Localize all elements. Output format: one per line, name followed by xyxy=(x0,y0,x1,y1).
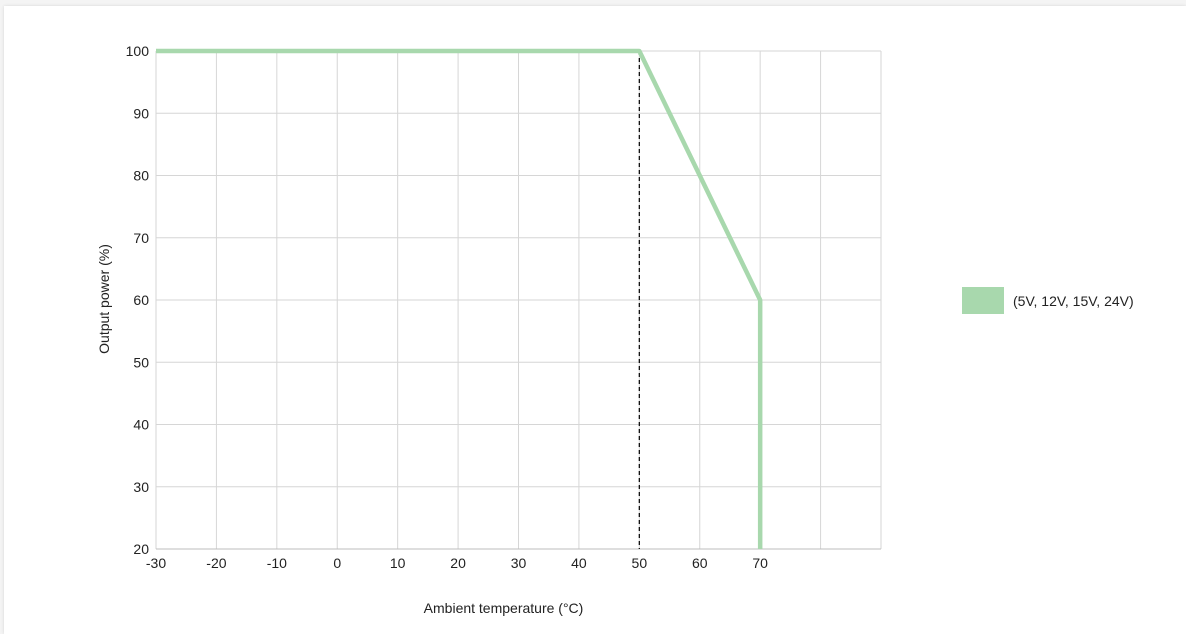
x-tick-label: -30 xyxy=(146,555,166,571)
y-axis-label: Output power (%) xyxy=(96,244,112,354)
x-tick-label: 50 xyxy=(632,555,648,571)
x-axis-label: Ambient temperature (°C) xyxy=(424,600,584,616)
x-tick-label: 30 xyxy=(511,555,527,571)
axis-labels: Ambient temperature (°C) Output power (%… xyxy=(96,244,583,616)
y-tick-label: 100 xyxy=(126,43,150,59)
series xyxy=(156,48,763,549)
grid xyxy=(155,50,882,550)
x-tick-label: -10 xyxy=(267,555,287,571)
x-tick-label: 70 xyxy=(752,555,768,571)
derating-chart: -30 -20 -10 0 10 20 30 40 50 60 70 20 30 40 50 60 70 80 90… xyxy=(96,43,1134,616)
x-tick-label: 40 xyxy=(571,555,587,571)
x-tick-label: -20 xyxy=(206,555,226,571)
series-line xyxy=(156,48,763,549)
legend-label: (5V, 12V, 15V, 24V) xyxy=(1013,293,1134,309)
y-tick-label: 70 xyxy=(133,230,149,246)
legend: (5V, 12V, 15V, 24V) xyxy=(962,287,1134,314)
x-tick-label: 20 xyxy=(450,555,466,571)
legend-swatch xyxy=(962,287,1004,314)
y-tick-label: 90 xyxy=(133,105,149,121)
y-tick-label: 80 xyxy=(133,168,149,184)
y-tick-label: 30 xyxy=(133,479,149,495)
chart-card: -30 -20 -10 0 10 20 30 40 50 60 70 20 30 40 50 60 70 80 90… xyxy=(4,6,1186,634)
x-tick-label: 10 xyxy=(390,555,406,571)
y-tick-label: 20 xyxy=(133,541,149,557)
y-tick-label: 60 xyxy=(133,292,149,308)
y-tick-label: 40 xyxy=(133,417,149,433)
tick-labels: -30 -20 -10 0 10 20 30 40 50 60 70 20 30 40 50 60 70 80 90… xyxy=(126,43,769,571)
x-tick-label: 0 xyxy=(333,555,341,571)
x-tick-label: 60 xyxy=(692,555,708,571)
y-tick-label: 50 xyxy=(133,354,149,370)
